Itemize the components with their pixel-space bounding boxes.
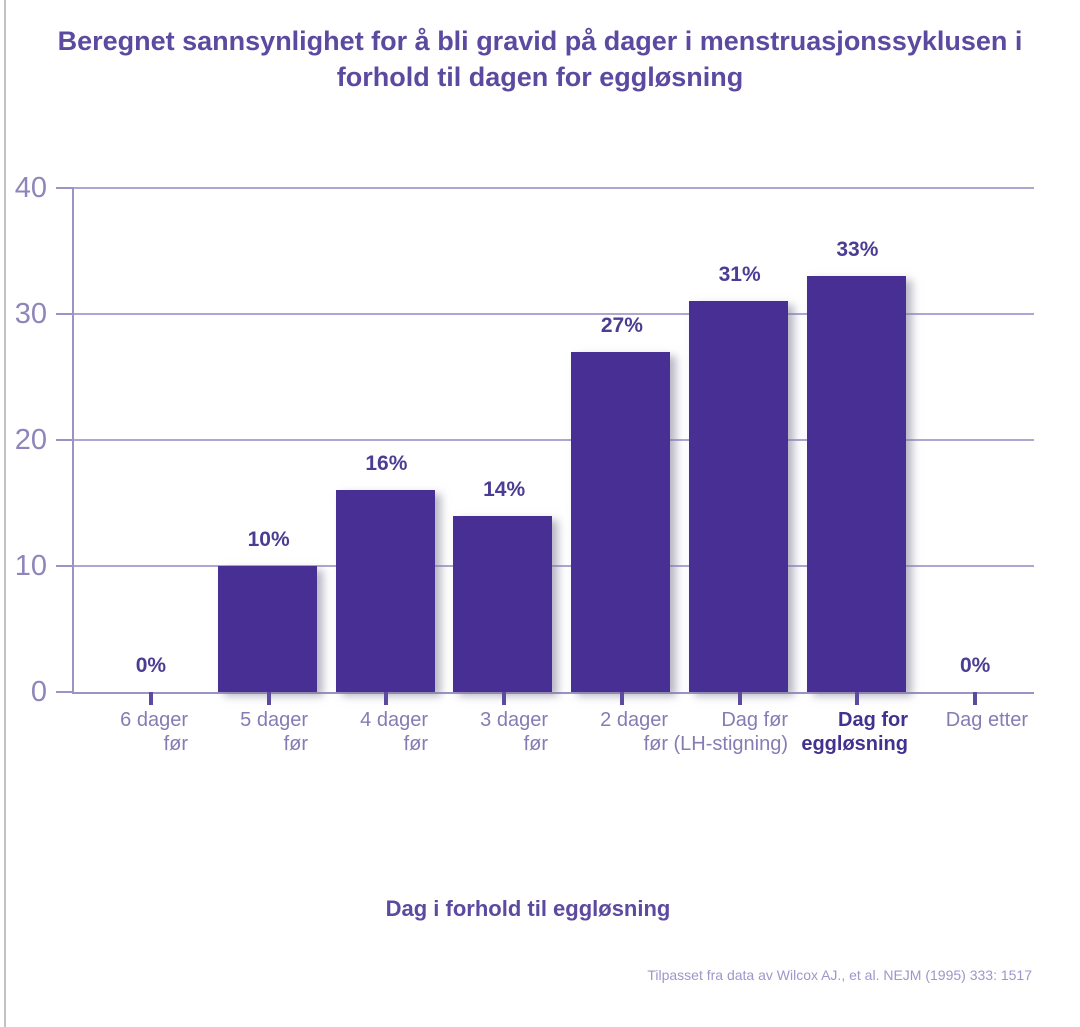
bar-value-label: 16% (365, 452, 408, 476)
y-tick-label: 30 (14, 298, 47, 330)
category-label-line: 5 dager (240, 709, 308, 731)
category-label-line: eggløsning (801, 733, 908, 755)
category-label: Dag for eggløsning (801, 708, 908, 756)
bar-value-label: 10% (247, 528, 290, 551)
y-tick-label: 40 (14, 172, 47, 204)
chart-title-line: Beregnet sannsynlighet for å bli gravid … (57, 26, 1023, 56)
category-cell: 5 dager før (210, 708, 330, 770)
gridline (74, 313, 1034, 315)
category-label-line: Dag før (721, 709, 788, 731)
source-citation: Tilpasset fra data av Wilcox AJ., et al.… (647, 967, 1032, 983)
bar (688, 301, 788, 692)
category-label-line: før (163, 733, 188, 755)
category-cell: 4 dager før (330, 708, 450, 770)
bar (571, 351, 671, 692)
x-axis-tick (973, 692, 978, 705)
bar-slot: 14% (445, 188, 563, 705)
x-axis-tick (855, 692, 860, 705)
category-label: 6 dager før (120, 708, 188, 756)
category-label-line: 2 dager (600, 709, 668, 731)
category-cell: Dag for eggløsning (801, 708, 930, 770)
category-cell: Dag før (LH-stigning) (674, 708, 810, 770)
x-axis-categories: 6 dager før 5 dager før 4 dager før 3 dager før… (72, 708, 1050, 770)
category-label-line: før (283, 733, 308, 755)
gridline (74, 565, 1034, 567)
category-cell: 3 dager før (450, 708, 570, 770)
x-axis-tick (266, 692, 271, 705)
bar (335, 490, 435, 692)
bar-slot: 0% (916, 188, 1034, 705)
x-axis-tick (619, 692, 624, 705)
y-axis-tick (56, 565, 74, 567)
gridline (74, 439, 1034, 441)
category-label-line: 4 dager (360, 709, 428, 731)
x-axis-tick (148, 692, 153, 705)
bar-slot: 10% (210, 188, 328, 705)
chart-title: Beregnet sannsynlighet for å bli gravid … (35, 24, 1045, 95)
bar-slot: 0% (92, 188, 210, 705)
bar (453, 515, 553, 692)
x-axis-tick (502, 692, 507, 705)
category-label: 4 dager før (360, 708, 428, 756)
category-label: 2 dager før (600, 708, 668, 756)
bars-row: 0% 10% 16% 14% 27% 31% 33% 0% (74, 188, 1034, 705)
x-axis-title: Dag i forhold til eggløsning (385, 896, 671, 921)
y-tick-label: 0 (30, 676, 47, 708)
category-cell: 6 dager før (90, 708, 210, 770)
bar-value-label: 33% (836, 238, 879, 262)
y-axis-labels: 0 10 20 30 40 (0, 173, 52, 707)
bar-slot: 31% (681, 188, 799, 705)
category-label-line: 3 dager (480, 709, 548, 731)
bar-value-label: 31% (718, 263, 761, 287)
category-label: Dag før (LH-stigning) (674, 708, 788, 756)
category-label-line: Dag for (838, 709, 908, 731)
y-tick-label: 10 (14, 550, 47, 582)
bar-value-label: 0% (959, 654, 991, 677)
bar-value-label: 0% (135, 654, 167, 677)
bar (217, 566, 317, 692)
bar (806, 276, 906, 692)
y-tick-label: 20 (14, 424, 47, 456)
category-label-line: før (643, 733, 668, 755)
bar-slot: 33% (799, 188, 917, 705)
category-label: Dag etter (946, 708, 1028, 732)
category-cell: Dag etter (930, 708, 1050, 770)
y-axis-tick (56, 313, 74, 315)
bar-value-label: 27% (600, 313, 643, 337)
category-label-line: 6 dager (120, 709, 188, 731)
y-axis-tick (56, 439, 74, 441)
category-cell: 2 dager før (570, 708, 690, 770)
bar-slot: 16% (328, 188, 446, 705)
category-label-line: før (403, 733, 428, 755)
category-label-line: (LH-stigning) (673, 733, 788, 755)
category-label: 3 dager før (480, 708, 548, 756)
plot-area: 0% 10% 16% 14% 27% 31% 33% 0% (56, 187, 1034, 705)
x-axis-tick (384, 692, 389, 705)
page-left-border (4, 0, 6, 1027)
category-label: 5 dager før (240, 708, 308, 756)
x-axis-tick (737, 692, 742, 705)
category-label-line: før (523, 733, 548, 755)
category-label-line: Dag etter (945, 709, 1028, 731)
gridline (74, 187, 1034, 189)
y-axis-tick (56, 691, 74, 693)
chart-title-line: forhold til dagen for eggløsning (336, 61, 744, 92)
y-axis-tick (56, 187, 74, 189)
bar-value-label: 14% (483, 477, 526, 501)
bar-slot: 27% (563, 188, 681, 705)
